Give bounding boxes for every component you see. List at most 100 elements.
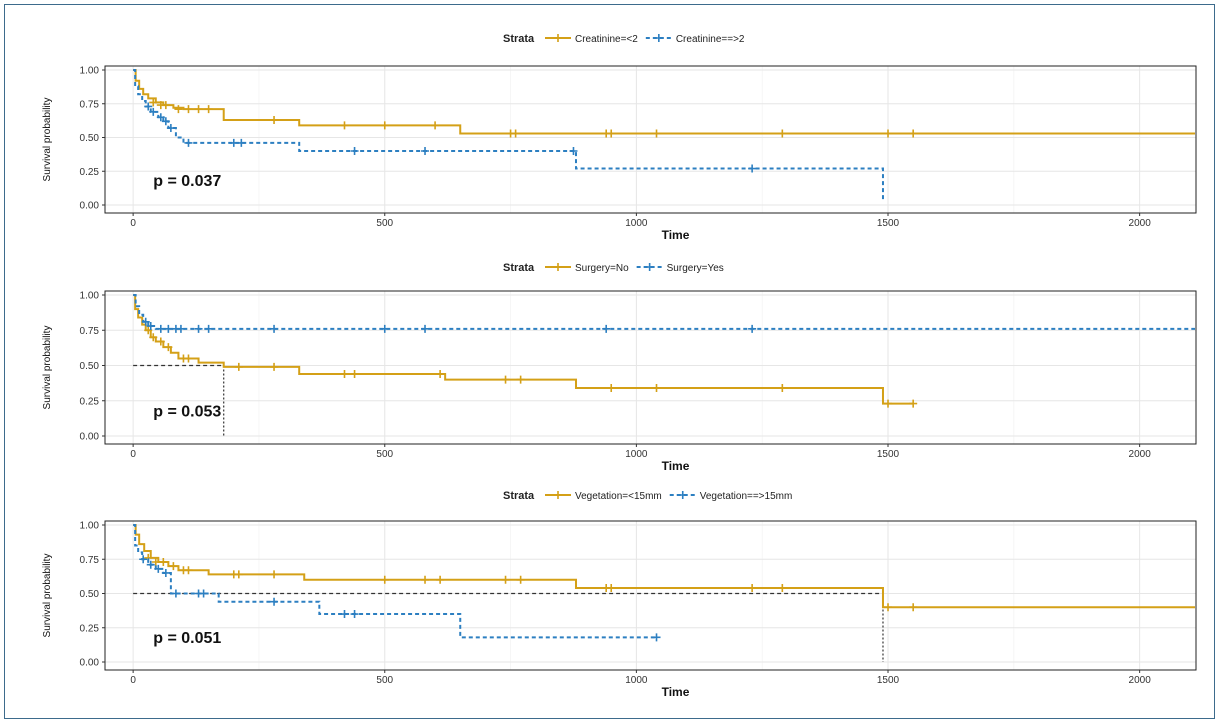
- legend-title: Strata: [503, 490, 535, 502]
- legend-entry-label: Creatinine=<2: [575, 34, 638, 45]
- censor-mark: [166, 124, 175, 133]
- y-tick-label: 0.50: [80, 133, 100, 144]
- censor-mark: [778, 129, 787, 138]
- censor-mark: [607, 129, 616, 138]
- censor-mark: [161, 117, 170, 126]
- chart-panel-3: [102, 491, 1197, 673]
- censor-mark: [421, 575, 430, 584]
- x-tick-label: 500: [376, 675, 393, 686]
- censor-mark: [151, 557, 160, 566]
- legend-title: Strata: [503, 33, 535, 45]
- survival-curve-1: [133, 69, 1195, 135]
- censor-mark: [164, 343, 173, 352]
- censor-mark: [516, 575, 525, 584]
- censor-mark: [154, 564, 163, 573]
- censor-mark: [652, 633, 661, 642]
- p-value-label: p = 0.051: [153, 630, 221, 647]
- censor-mark: [421, 147, 430, 155]
- censor-mark: [909, 603, 918, 612]
- censor-mark: [199, 589, 208, 598]
- censor-mark: [884, 399, 893, 408]
- censor-mark: [229, 138, 238, 147]
- censor-mark: [350, 369, 359, 378]
- censor-mark: [602, 324, 611, 333]
- censor-mark: [204, 105, 213, 114]
- censor-mark: [884, 129, 893, 138]
- censor-mark: [431, 121, 440, 130]
- x-tick-label: 500: [376, 218, 393, 229]
- x-tick-label: 2000: [1129, 449, 1152, 460]
- x-tick-label: 0: [130, 675, 136, 686]
- censor-mark: [607, 584, 616, 593]
- censor-mark: [146, 322, 155, 331]
- y-tick-label: 0.75: [80, 99, 100, 110]
- censor-mark: [607, 384, 616, 393]
- x-tick-label: 1000: [625, 449, 648, 460]
- censor-mark: [184, 105, 193, 114]
- y-tick-label: 1.00: [80, 291, 100, 302]
- y-tick-label: 0.25: [80, 396, 100, 407]
- y-tick-label: 0.75: [80, 326, 100, 337]
- censor-mark: [501, 575, 510, 584]
- x-tick-label: 1000: [625, 218, 648, 229]
- x-axis-title: Time: [662, 685, 690, 699]
- y-tick-label: 1.00: [80, 521, 100, 532]
- censor-mark: [159, 557, 168, 566]
- censor-mark: [234, 570, 243, 579]
- censor-mark: [141, 317, 150, 326]
- y-tick-label: 0.00: [80, 201, 100, 212]
- censor-mark: [421, 324, 430, 333]
- x-tick-label: 1500: [877, 218, 900, 229]
- censor-mark: [184, 138, 193, 147]
- legend-key-marker: [554, 34, 562, 42]
- censor-mark: [144, 102, 153, 111]
- censor-mark: [516, 375, 525, 384]
- censor-mark: [909, 399, 918, 408]
- censor-mark: [204, 324, 213, 333]
- censor-mark: [146, 560, 155, 569]
- censor-mark: [270, 570, 279, 579]
- x-tick-label: 2000: [1129, 218, 1152, 229]
- censor-mark: [270, 362, 279, 371]
- censor-mark: [778, 584, 787, 593]
- censor-mark: [748, 584, 757, 593]
- censor-mark: [169, 562, 178, 571]
- censor-mark: [748, 324, 757, 333]
- legend-entry-label: Surgery=No: [575, 263, 629, 274]
- plot-border: [104, 65, 1197, 214]
- censor-mark: [270, 115, 279, 124]
- censor-mark: [340, 610, 349, 619]
- censor-mark: [652, 384, 661, 393]
- censor-mark: [436, 575, 445, 584]
- legend-entry-label: Vegetation=<15mm: [575, 491, 662, 502]
- legend-key-marker: [654, 34, 663, 42]
- censor-mark: [156, 324, 165, 333]
- censor-mark: [237, 138, 246, 147]
- y-tick-label: 0.25: [80, 623, 100, 634]
- censor-mark: [156, 337, 165, 346]
- censor-mark: [350, 147, 359, 155]
- y-axis-title: Survival probability: [42, 98, 53, 182]
- y-tick-label: 0.50: [80, 589, 100, 600]
- y-tick-label: 0.75: [80, 555, 100, 566]
- plot-background: [105, 521, 1196, 670]
- censor-mark: [778, 384, 787, 393]
- censor-mark: [340, 369, 349, 378]
- censor-mark: [511, 129, 520, 138]
- censor-mark: [884, 603, 893, 612]
- legend-key-marker: [554, 491, 562, 499]
- censor-mark: [194, 105, 203, 114]
- plot-background: [105, 66, 1196, 213]
- censor-mark: [501, 375, 510, 384]
- censor-mark: [156, 113, 165, 122]
- survival-curve-1: [133, 294, 914, 405]
- censor-mark: [161, 101, 170, 110]
- chart-panel-1: [102, 34, 1197, 216]
- censor-mark: [149, 98, 158, 107]
- censor-mark: [652, 129, 661, 138]
- x-tick-label: 1000: [625, 675, 648, 686]
- x-axis-title: Time: [662, 459, 690, 473]
- censor-mark: [380, 324, 389, 333]
- plot-border: [104, 290, 1197, 445]
